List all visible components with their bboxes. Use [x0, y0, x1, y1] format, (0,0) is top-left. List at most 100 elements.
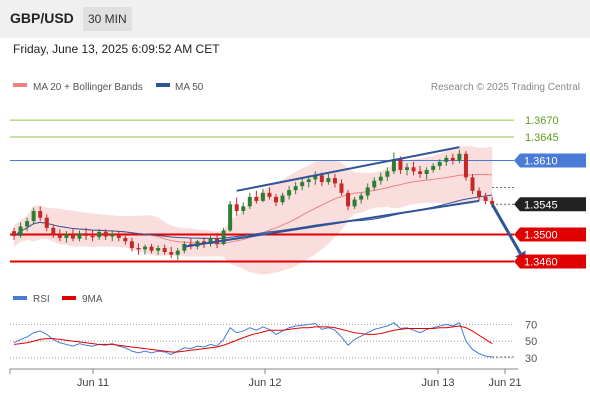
candle	[241, 202, 246, 215]
candle	[221, 227, 226, 246]
candle	[208, 235, 213, 247]
candle-body	[228, 204, 233, 231]
candlesticks	[12, 149, 495, 261]
candle-body	[378, 176, 383, 181]
candle-body	[77, 233, 82, 239]
candle-body	[444, 157, 449, 162]
legend-label-ma20: MA 20 + Bollinger Bands	[33, 82, 143, 93]
candle	[463, 151, 468, 181]
candle-body	[359, 195, 364, 200]
candle-body	[169, 252, 174, 255]
candle	[444, 155, 449, 166]
candle	[339, 179, 344, 196]
candle-body	[385, 171, 390, 177]
candle-body	[110, 234, 115, 237]
candle-body	[431, 165, 436, 170]
candle	[44, 214, 49, 232]
candle	[38, 206, 43, 222]
level-label-1.3500: 1.3500	[524, 230, 558, 242]
candle	[116, 231, 121, 242]
level-labels: 1.3670 1.3645 1.3610 1.3545 1.3500 1.3460	[514, 115, 586, 269]
candle-body	[57, 234, 62, 238]
candle-body	[136, 248, 141, 250]
candle	[12, 227, 16, 240]
candle-body	[437, 161, 442, 166]
candle-body	[103, 231, 108, 237]
candle	[280, 192, 285, 205]
candle	[365, 183, 370, 200]
candle	[411, 161, 416, 176]
candle-body	[372, 180, 377, 188]
candle	[110, 230, 115, 242]
candle-body	[274, 196, 278, 203]
candle	[234, 197, 239, 216]
candle-body	[221, 230, 226, 244]
candle-body	[162, 248, 167, 253]
candle-body	[450, 157, 455, 161]
candle	[391, 152, 396, 174]
candle-body	[44, 217, 49, 228]
candle-body	[84, 233, 89, 236]
candle	[228, 200, 233, 232]
candle	[418, 165, 423, 179]
candle	[156, 245, 161, 255]
credit-text: Research © 2025 Trading Central	[431, 82, 580, 93]
candle	[483, 192, 488, 205]
candle-body	[477, 190, 482, 197]
candle-body	[260, 192, 265, 201]
candle-body	[38, 211, 43, 218]
rsi-tick-30: 30	[525, 353, 537, 365]
timeframe-button[interactable]: 30 MIN	[83, 7, 132, 31]
candle-body	[64, 234, 69, 238]
candle-body	[306, 179, 311, 183]
candle	[143, 244, 147, 255]
candle-body	[267, 192, 272, 197]
candle-body	[143, 246, 147, 250]
legend-swatch-ma50	[156, 83, 170, 87]
rsi-tick-50: 50	[525, 336, 537, 348]
candle	[378, 172, 383, 185]
candle	[169, 246, 174, 259]
candle	[64, 231, 69, 243]
candle-body	[411, 167, 416, 172]
candle	[247, 192, 252, 209]
candle	[70, 229, 75, 242]
candle	[313, 171, 318, 185]
x-tick-label: Jun 12	[248, 377, 281, 389]
trend-channel	[184, 146, 480, 248]
candle	[182, 241, 187, 254]
candle-body	[280, 195, 285, 203]
candle	[274, 194, 278, 207]
candle-body	[116, 234, 121, 238]
candle-body	[391, 159, 396, 172]
candle	[450, 153, 455, 165]
candle	[254, 190, 259, 204]
level-label-1.3460: 1.3460	[524, 256, 558, 268]
level-tag-1.3460	[514, 254, 586, 269]
candle	[25, 217, 30, 232]
candle	[470, 174, 475, 195]
candle	[385, 167, 390, 181]
candle	[129, 237, 134, 252]
candle-body	[129, 241, 134, 248]
candle	[84, 227, 89, 240]
legend-swatch-9ma	[62, 296, 76, 300]
chart-header: GBP/USD 30 MIN	[0, 0, 590, 38]
candle-body	[149, 246, 154, 251]
rsi-pane: 70 50 30	[10, 319, 537, 365]
candle-body	[175, 250, 180, 255]
candle	[97, 229, 102, 240]
candle	[346, 190, 351, 211]
candle-body	[12, 231, 16, 236]
channel-lower-line	[184, 199, 480, 248]
level-tag-1.3610	[514, 153, 586, 168]
candle	[77, 230, 82, 242]
candle-body	[97, 231, 102, 238]
candle-body	[346, 192, 351, 207]
rsi-line	[13, 321, 493, 358]
x-tick-label: Jun 13	[421, 377, 454, 389]
x-tick-label: Jun 21	[488, 377, 521, 389]
rsi-tick-70: 70	[525, 319, 537, 331]
legend-label-rsi: RSI	[33, 294, 50, 305]
channel-upper-line	[236, 146, 460, 192]
